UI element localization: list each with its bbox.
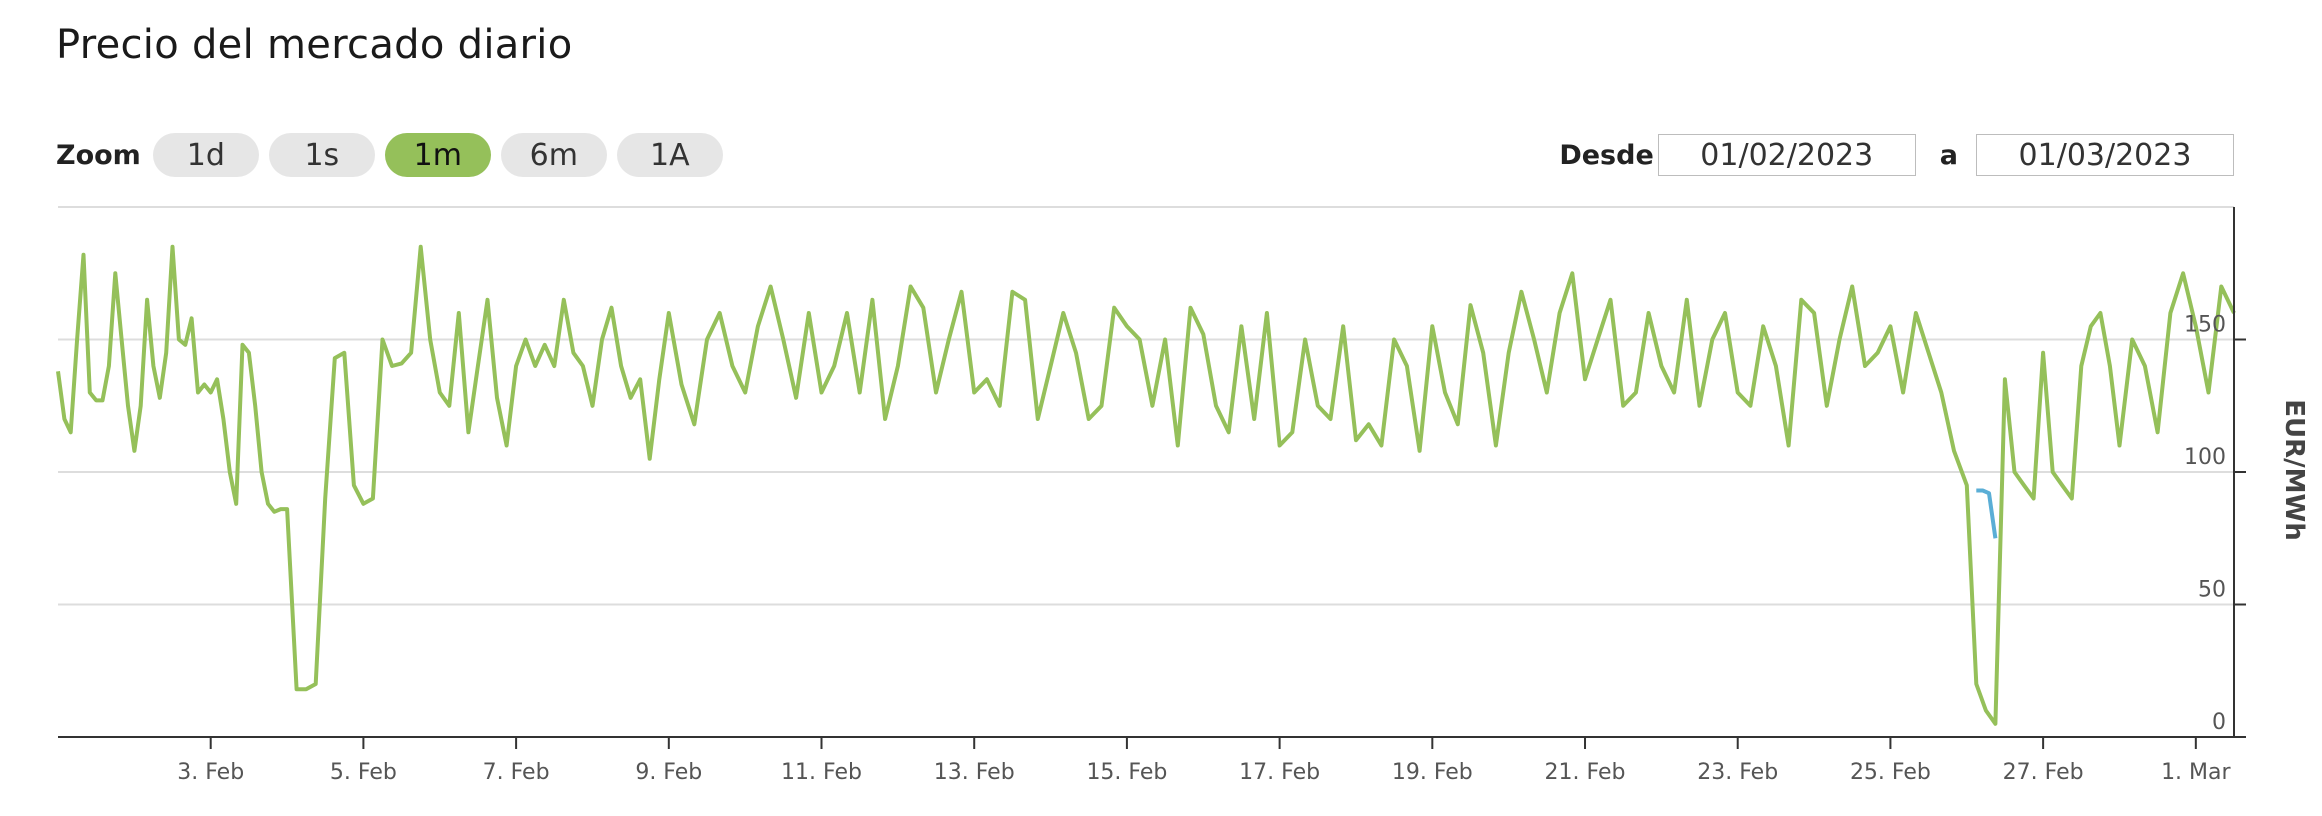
zoom-1s-button[interactable]: 1s [268,133,375,177]
date-range: Desde a [1559,132,2234,178]
x-tick-label: 1. Mar [2161,760,2231,785]
x-tick-label: 13. Feb [934,760,1015,785]
y-tick-label: 0 [2212,710,2226,735]
x-tick-label: 3. Feb [177,760,244,785]
zoom-bar: Zoom 1d 1s 1m 6m 1A [56,132,723,178]
zoom-6m-button[interactable]: 6m [500,133,607,177]
page-title: Precio del mercado diario [56,22,573,68]
y-tick-label: 100 [2184,445,2226,470]
x-tick-label: 17. Feb [1239,760,1320,785]
grid-layer [58,206,2234,606]
zoom-label: Zoom [56,139,141,171]
to-label: a [1939,139,1958,171]
x-tick-label: 11. Feb [781,760,862,785]
from-date-input[interactable] [1657,134,1916,176]
x-tick-label: 27. Feb [2003,760,2084,785]
zoom-1a-button[interactable]: 1A [616,133,723,177]
x-tick-label: 9. Feb [635,760,702,785]
x-tick-label: 19. Feb [1392,760,1473,785]
y-axis-title: EUR/MWh [2279,399,2309,540]
x-tick-label: 23. Feb [1697,760,1778,785]
x-tick-label: 25. Feb [1850,760,1931,785]
zoom-1m-button[interactable]: 1m [384,133,491,177]
series-layer [56,244,2236,726]
y-tick-label: 50 [2198,578,2226,603]
to-date-input[interactable] [1976,134,2234,176]
x-tick-label: 15. Feb [1086,760,1167,785]
price-series-line [56,244,2236,726]
highlight-series-line [1976,488,1998,539]
x-tick-label: 5. Feb [330,760,397,785]
y-tick-label: 150 [2184,313,2226,338]
axis-layer: 0 50 100 150 3. Feb 5. Feb 7. Feb 9. Feb 11. Feb… [58,207,2246,785]
x-tick-label: 21. Feb [1545,760,1626,785]
from-label: Desde [1559,139,1654,171]
zoom-1d-button[interactable]: 1d [152,133,259,177]
x-tick-label: 7. Feb [483,760,550,785]
